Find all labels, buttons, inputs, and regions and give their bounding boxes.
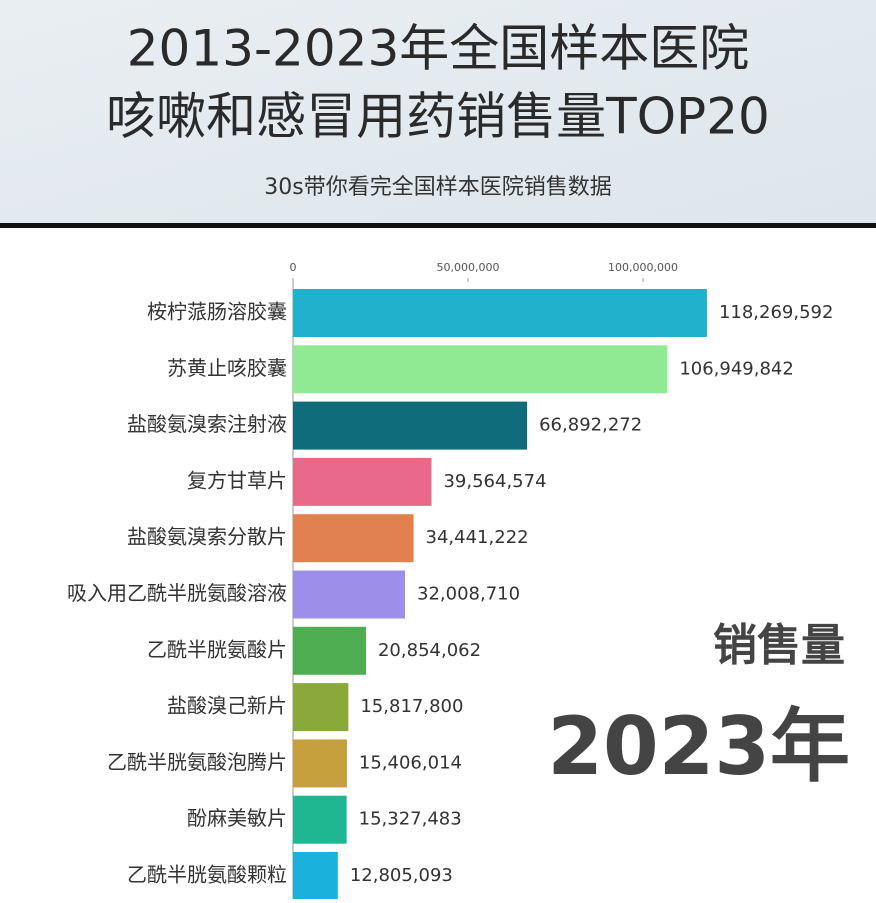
bar xyxy=(293,795,347,844)
y-tick-label: 乙酰半胱氨酸颗粒 xyxy=(127,863,287,887)
value-label: 12,805,093 xyxy=(350,865,453,886)
value-label: 15,406,014 xyxy=(359,752,462,773)
bar xyxy=(293,401,528,450)
y-tick-label: 盐酸氨溴索注射液 xyxy=(127,412,287,436)
x-tick-label: 0 xyxy=(290,261,297,274)
chart-title: 2013-2023年全国样本医院 xyxy=(127,20,750,78)
bar xyxy=(293,626,366,675)
value-label: 15,327,483 xyxy=(359,809,462,830)
value-label: 39,564,574 xyxy=(443,471,546,492)
bar xyxy=(293,345,668,394)
y-tick-label: 盐酸溴己新片 xyxy=(167,694,287,718)
bar xyxy=(293,514,414,563)
bar xyxy=(293,570,406,619)
value-label: 118,269,592 xyxy=(719,302,834,323)
bar xyxy=(293,457,432,506)
y-tick-label: 苏黄止咳胶囊 xyxy=(167,356,287,380)
y-tick-label: 吸入用乙酰半胱氨酸溶液 xyxy=(67,581,287,605)
value-label: 20,854,062 xyxy=(378,640,481,661)
value-label: 15,817,800 xyxy=(360,696,463,717)
value-label: 32,008,710 xyxy=(417,584,520,605)
y-tick-label: 盐酸氨溴索分散片 xyxy=(127,525,287,549)
bar xyxy=(293,739,347,788)
value-label: 66,892,272 xyxy=(539,415,642,436)
x-tick-label: 50,000,000 xyxy=(437,261,500,274)
y-tick-label: 酚麻美敏片 xyxy=(187,806,287,830)
chart-subtitle: 30s带你看完全国样本医院销售数据 xyxy=(264,175,611,200)
bar xyxy=(293,852,338,900)
annotation-year: 2023年 xyxy=(547,700,850,793)
value-label: 34,441,222 xyxy=(426,527,529,548)
value-label: 106,949,842 xyxy=(679,358,794,379)
y-tick-label: 乙酰半胱氨酸片 xyxy=(147,637,287,661)
chart-title: 咳嗽和感冒用药销售量TOP20 xyxy=(106,88,770,146)
y-tick-label: 桉柠蒎肠溶胶囊 xyxy=(147,300,287,324)
header-background xyxy=(0,0,876,225)
bar xyxy=(293,683,349,732)
header-rule xyxy=(0,223,876,228)
x-tick-label: 100,000,000 xyxy=(608,261,678,274)
y-tick-label: 乙酰半胱氨酸泡腾片 xyxy=(107,750,287,774)
y-tick-label: 复方甘草片 xyxy=(187,468,287,492)
bar xyxy=(293,289,707,337)
annotation-metric: 销售量 xyxy=(713,620,845,671)
